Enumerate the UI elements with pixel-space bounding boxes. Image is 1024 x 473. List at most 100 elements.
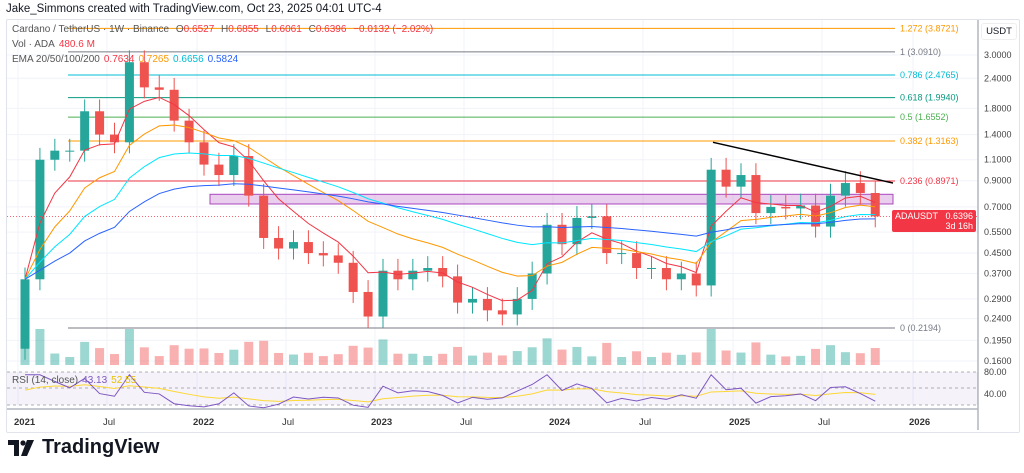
vol-value: 480.6 M: [58, 39, 95, 50]
candle-body: [482, 298, 492, 311]
rsi-ma-line: [24, 384, 876, 403]
ema-line: [24, 124, 876, 280]
time-tick: 2026: [909, 417, 930, 428]
candle-body: [766, 206, 776, 214]
volume-bar: [453, 346, 463, 365]
candle-body: [826, 195, 835, 227]
candle-body: [423, 267, 433, 271]
candle-body: [378, 270, 388, 317]
volume-bar: [751, 342, 761, 365]
fib-label: 0 (0.2194): [900, 323, 941, 333]
volume-bar: [289, 354, 298, 365]
candle-body: [318, 253, 328, 256]
volume-bar: [80, 341, 90, 365]
rsi-tick: 40.00: [984, 389, 1007, 399]
candle-body: [691, 273, 701, 286]
volume-bar: [348, 345, 358, 365]
change: −0.0132 (−2.02%): [353, 24, 434, 35]
candle-body: [542, 224, 552, 274]
candle-body: [602, 216, 612, 254]
ohlc-close: C0.6396: [308, 24, 347, 35]
volume-bar: [826, 345, 835, 365]
price-tag-countdown: 3d 16h: [945, 221, 973, 231]
candle-body: [497, 310, 507, 315]
rsi-ma-value: 52.55: [111, 375, 137, 386]
fib-label: 1.272 (3.8721): [900, 23, 959, 33]
volume-bar: [632, 351, 642, 365]
volume-bar: [438, 353, 448, 365]
candle-body: [65, 150, 75, 152]
candle-body: [512, 298, 522, 315]
volume-bar: [378, 339, 388, 365]
candle-body: [80, 111, 90, 151]
candle-body: [303, 242, 313, 254]
candle-body: [647, 267, 656, 269]
price-tick: 0.3700: [984, 268, 1012, 278]
time-tick: 2024: [549, 417, 571, 428]
candle-body: [259, 195, 269, 238]
time-tick: 2022: [193, 417, 214, 428]
currency-button[interactable]: USDT: [981, 23, 1017, 40]
volume-bar: [557, 349, 567, 365]
price-tick: 2.4000: [984, 73, 1012, 83]
candle-body: [124, 62, 134, 143]
volume-bar: [110, 354, 119, 365]
volume-bar: [497, 355, 507, 365]
volume-bar: [527, 347, 537, 365]
candle-body: [751, 175, 761, 214]
volume-bar: [721, 350, 731, 365]
candle-body: [35, 159, 45, 280]
ema-label[interactable]: EMA 20/50/100/200: [12, 54, 100, 65]
candle-body: [184, 120, 194, 143]
time-tick: Jul: [639, 417, 651, 428]
candle-body: [796, 205, 806, 209]
chart-frame: [6, 19, 1020, 433]
time-tick: Jul: [460, 417, 472, 428]
price-tick: 0.1600: [984, 356, 1012, 366]
ema-line: [24, 183, 876, 280]
rsi-label[interactable]: RSI (14, close): [12, 375, 79, 386]
volume-bar: [333, 354, 343, 365]
rsi-legend: RSI (14, close) 43.13 52.55: [12, 375, 140, 386]
candle-body: [855, 183, 865, 193]
candle-body: [676, 273, 686, 280]
ema-line: [24, 96, 876, 302]
candle-body: [154, 87, 164, 90]
candle-body: [244, 156, 254, 196]
volume-bar: [617, 357, 627, 365]
volume-bar: [781, 356, 791, 365]
time-tick: 2025: [729, 417, 751, 428]
volume-bar: [766, 354, 776, 365]
tradingview-logo[interactable]: TradingView: [8, 436, 159, 459]
price-tick: 0.4500: [984, 248, 1012, 258]
vol-label[interactable]: Vol · ADA: [12, 39, 55, 50]
price-tag: ADAUSDT 0.6396 3d 16h: [892, 210, 976, 232]
ohlc-high: H0.6855: [221, 24, 259, 35]
brand-name: TradingView: [42, 436, 160, 458]
price-tick: 0.7000: [984, 202, 1012, 212]
volume-bar: [676, 354, 686, 365]
volume-bar: [274, 352, 284, 365]
price-tick: 3.0000: [984, 50, 1012, 60]
candle-body: [557, 224, 567, 245]
rsi-tick: 80.00: [984, 367, 1007, 377]
rsi-band: [7, 372, 978, 405]
volume-bar: [393, 353, 403, 365]
support-zone: [209, 193, 894, 205]
volume-bar: [468, 355, 477, 365]
volume-bar: [602, 342, 612, 365]
ema200-value: 0.5824: [207, 54, 239, 65]
symbol-name[interactable]: Cardano / TetherUS · 1W · Binance: [12, 24, 170, 35]
candle-body: [453, 276, 463, 303]
candle-body: [736, 175, 746, 187]
time-tick: Jul: [282, 417, 294, 428]
volume-bar: [124, 329, 134, 365]
candle-body: [229, 156, 239, 176]
candle-body: [781, 206, 791, 209]
volume-bar: [199, 348, 209, 365]
candle-body: [333, 255, 343, 263]
volume-bar: [35, 329, 45, 365]
tradingview-logo-icon: [8, 439, 34, 456]
candle-body: [20, 279, 30, 349]
